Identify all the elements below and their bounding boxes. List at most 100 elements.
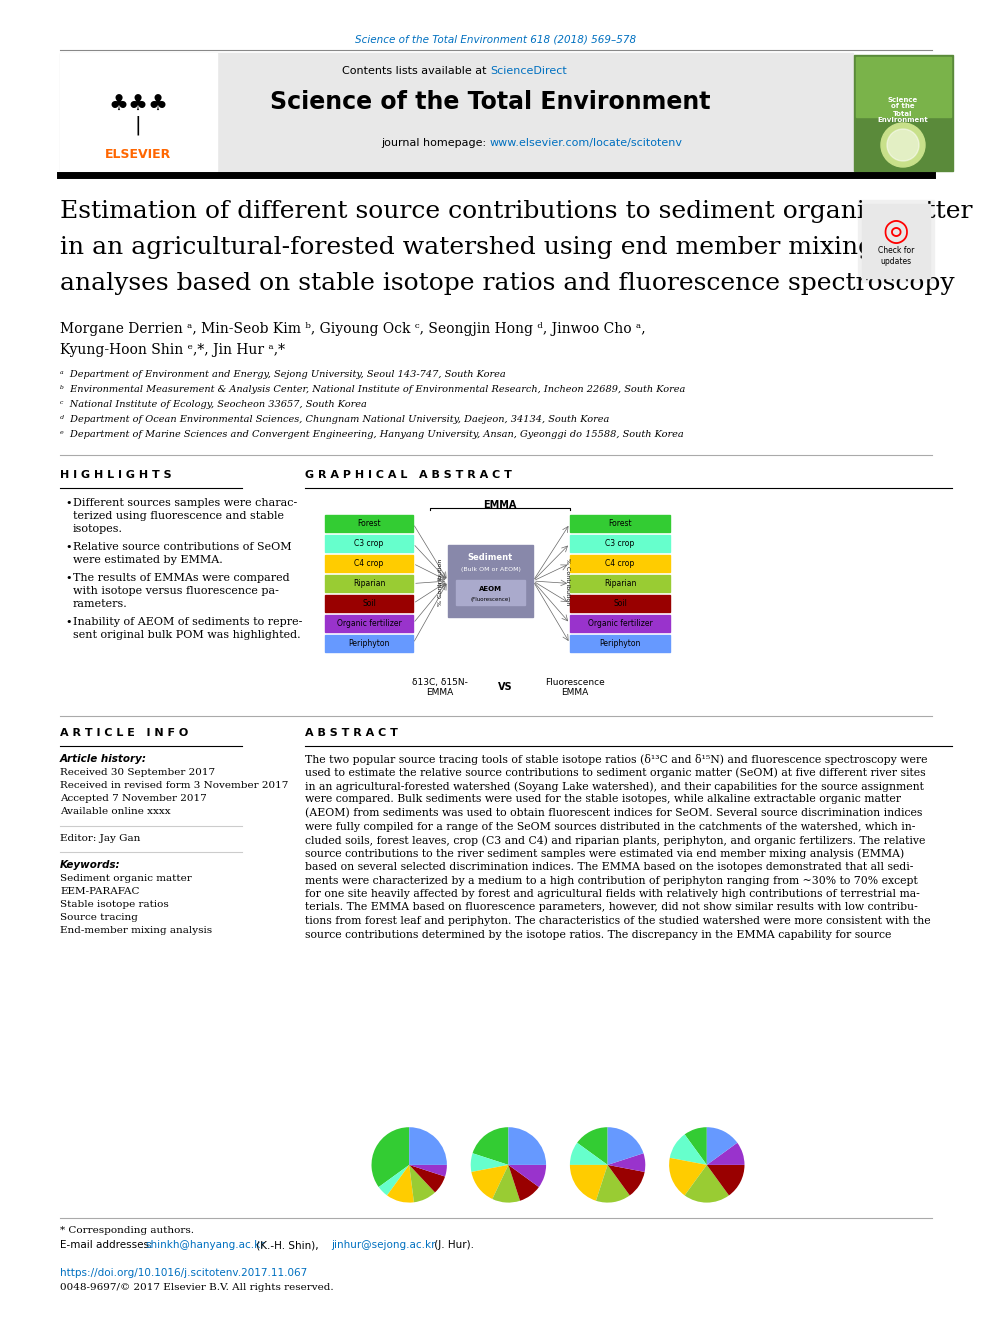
Text: Available online xxxx: Available online xxxx xyxy=(60,807,171,816)
Text: Riparian: Riparian xyxy=(353,579,385,587)
Bar xyxy=(325,615,413,632)
Text: Contents lists available at: Contents lists available at xyxy=(342,66,490,75)
Text: A R T I C L E   I N F O: A R T I C L E I N F O xyxy=(60,728,188,738)
Wedge shape xyxy=(409,1164,435,1203)
Text: •: • xyxy=(65,497,71,508)
Text: Estimation of different source contributions to sediment organic matter: Estimation of different source contribut… xyxy=(60,200,972,224)
Wedge shape xyxy=(684,1164,729,1203)
Wedge shape xyxy=(684,1127,706,1164)
Text: jinhur@sejong.ac.kr: jinhur@sejong.ac.kr xyxy=(331,1240,435,1250)
Text: * Corresponding authors.: * Corresponding authors. xyxy=(60,1226,194,1234)
Text: EMMA: EMMA xyxy=(483,500,517,509)
Text: •: • xyxy=(65,542,71,552)
Wedge shape xyxy=(379,1164,409,1196)
Text: ᵉ  Department of Marine Sciences and Convergent Engineering, Hanyang University,: ᵉ Department of Marine Sciences and Conv… xyxy=(60,430,683,439)
Text: shinkh@hanyang.ac.kr: shinkh@hanyang.ac.kr xyxy=(145,1240,265,1250)
Wedge shape xyxy=(706,1143,744,1164)
Text: tions from forest leaf and periphyton. The characteristics of the studied waters: tions from forest leaf and periphyton. T… xyxy=(305,916,930,926)
Text: Editor: Jay Gan: Editor: Jay Gan xyxy=(60,833,141,843)
Bar xyxy=(854,56,953,171)
Wedge shape xyxy=(509,1164,539,1201)
Text: |: | xyxy=(135,115,141,135)
Text: Relative source contributions of SeOM: Relative source contributions of SeOM xyxy=(73,542,292,552)
Bar xyxy=(862,204,930,278)
Wedge shape xyxy=(607,1127,644,1164)
Text: 0048-9697/© 2017 Elsevier B.V. All rights reserved.: 0048-9697/© 2017 Elsevier B.V. All right… xyxy=(60,1283,333,1293)
Text: terized using fluorescence and stable: terized using fluorescence and stable xyxy=(73,511,284,521)
Text: VS: VS xyxy=(498,681,512,692)
Text: analyses based on stable isotope ratios and fluorescence spectroscopy: analyses based on stable isotope ratios … xyxy=(60,273,954,295)
Text: ᶜ  National Institute of Ecology, Seocheon 33657, South Korea: ᶜ National Institute of Ecology, Seocheo… xyxy=(60,400,367,409)
Text: H I G H L I G H T S: H I G H L I G H T S xyxy=(60,470,172,480)
Text: (AEOM) from sediments was used to obtain fluorescent indices for SeOM. Several s: (AEOM) from sediments was used to obtain… xyxy=(305,808,923,819)
Text: Soil: Soil xyxy=(613,599,627,609)
Wedge shape xyxy=(372,1127,409,1187)
Text: AEOM: AEOM xyxy=(479,586,502,591)
Bar xyxy=(325,556,413,572)
Bar xyxy=(570,595,670,613)
Text: δ13C, δ15N-
EMMA: δ13C, δ15N- EMMA xyxy=(412,677,468,697)
Text: Periphyton: Periphyton xyxy=(599,639,641,648)
Bar xyxy=(325,515,413,532)
Text: C4 crop: C4 crop xyxy=(354,560,384,568)
Bar xyxy=(858,200,934,282)
Text: Sediment organic matter: Sediment organic matter xyxy=(60,875,191,882)
Wedge shape xyxy=(409,1164,446,1176)
Wedge shape xyxy=(472,1127,509,1164)
Text: in an agricultural-forested watershed using end member mixing: in an agricultural-forested watershed us… xyxy=(60,235,874,259)
Text: were estimated by EMMA.: were estimated by EMMA. xyxy=(73,556,223,565)
Bar xyxy=(456,579,525,605)
Wedge shape xyxy=(596,1164,630,1203)
Bar xyxy=(325,635,413,652)
Circle shape xyxy=(881,123,925,167)
Text: A B S T R A C T: A B S T R A C T xyxy=(305,728,398,738)
Bar xyxy=(570,576,670,591)
Wedge shape xyxy=(387,1164,414,1203)
Text: Inability of AEOM of sediments to repre-: Inability of AEOM of sediments to repre- xyxy=(73,617,303,627)
Bar xyxy=(325,595,413,613)
Text: Check for
updates: Check for updates xyxy=(878,246,915,266)
Text: ᵃ  Department of Environment and Energy, Sejong University, Seoul 143-747, South: ᵃ Department of Environment and Energy, … xyxy=(60,370,506,378)
Text: Periphyton: Periphyton xyxy=(348,639,390,648)
Text: Accepted 7 November 2017: Accepted 7 November 2017 xyxy=(60,794,206,803)
Text: Source tracing: Source tracing xyxy=(60,913,138,922)
Text: isotopes.: isotopes. xyxy=(73,524,123,534)
Text: www.elsevier.com/locate/scitotenv: www.elsevier.com/locate/scitotenv xyxy=(490,138,683,148)
Wedge shape xyxy=(577,1127,607,1164)
Text: C3 crop: C3 crop xyxy=(605,538,635,548)
Wedge shape xyxy=(706,1164,744,1196)
Text: ScienceDirect: ScienceDirect xyxy=(490,66,566,75)
Text: G R A P H I C A L   A B S T R A C T: G R A P H I C A L A B S T R A C T xyxy=(305,470,512,480)
Wedge shape xyxy=(470,1154,509,1172)
Bar xyxy=(570,515,670,532)
Text: Fluorescence
EMMA: Fluorescence EMMA xyxy=(546,677,605,697)
Bar xyxy=(448,545,533,617)
Text: ᵈ  Department of Ocean Environmental Sciences, Chungnam National University, Dae: ᵈ Department of Ocean Environmental Scie… xyxy=(60,415,609,423)
Text: Keywords:: Keywords: xyxy=(60,860,121,871)
Wedge shape xyxy=(409,1164,445,1192)
Bar xyxy=(325,576,413,591)
Text: ◎: ◎ xyxy=(883,217,910,246)
Text: were fully compiled for a range of the SeOM sources distributed in the catchment: were fully compiled for a range of the S… xyxy=(305,822,916,831)
Text: •: • xyxy=(65,617,71,627)
Text: based on several selected discrimination indices. The EMMA based on the isotopes: based on several selected discrimination… xyxy=(305,863,914,872)
Text: C3 crop: C3 crop xyxy=(354,538,384,548)
Text: Received in revised form 3 November 2017: Received in revised form 3 November 2017 xyxy=(60,781,289,790)
Text: Forest: Forest xyxy=(357,519,381,528)
Text: in an agricultural-forested watershed (Soyang Lake watershed), and their capabil: in an agricultural-forested watershed (S… xyxy=(305,781,924,791)
Text: Article history:: Article history: xyxy=(60,754,147,763)
Text: Sediment: Sediment xyxy=(468,553,513,561)
Text: Riparian: Riparian xyxy=(604,579,636,587)
Text: https://doi.org/10.1016/j.scitotenv.2017.11.067: https://doi.org/10.1016/j.scitotenv.2017… xyxy=(60,1267,308,1278)
Text: (Fluorescence): (Fluorescence) xyxy=(470,598,511,602)
Text: E-mail addresses:: E-mail addresses: xyxy=(60,1240,156,1250)
Text: terials. The EMMA based on fluorescence parameters, however, did not show simila: terials. The EMMA based on fluorescence … xyxy=(305,902,918,913)
Text: The two popular source tracing tools of stable isotope ratios (δ¹³C and δ¹⁵N) an: The two popular source tracing tools of … xyxy=(305,754,928,765)
Text: Different sources samples were charac-: Different sources samples were charac- xyxy=(73,497,298,508)
Bar xyxy=(570,635,670,652)
Wedge shape xyxy=(509,1164,547,1187)
Bar xyxy=(325,534,413,552)
Text: End-member mixing analysis: End-member mixing analysis xyxy=(60,926,212,935)
Bar xyxy=(570,556,670,572)
Bar xyxy=(856,57,951,116)
